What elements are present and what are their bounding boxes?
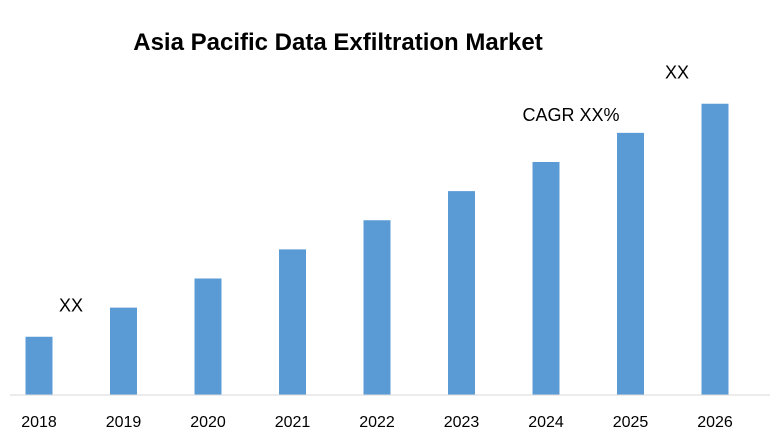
x-tick-label-2024: 2024: [528, 414, 564, 431]
x-tick-label-2025: 2025: [613, 414, 649, 431]
x-tick-label-2019: 2019: [106, 414, 142, 431]
bar-2022: [363, 220, 391, 395]
annotation-3: XX: [665, 63, 689, 83]
bar-2019: [110, 307, 137, 395]
x-tick-label-2018: 2018: [21, 414, 57, 431]
bars-layer: [25, 103, 729, 396]
x-tick-label-2020: 2020: [190, 414, 226, 431]
chart-title: Asia Pacific Data Exfiltration Market: [133, 29, 542, 56]
bar-2021: [279, 249, 306, 395]
bar-2025: [617, 132, 644, 395]
bar-2023: [448, 191, 475, 395]
annotations-layer: XX CAGR XX% XX: [59, 63, 689, 316]
x-tick-labels: 2018 2019 2020 2021 2022 2023 2024 2025 2026: [21, 414, 733, 431]
x-tick-label-2021: 2021: [275, 414, 311, 431]
x-tick-label-2023: 2023: [444, 414, 480, 431]
x-tick-label-2026: 2026: [697, 414, 733, 431]
bar-2020: [194, 278, 222, 395]
bar-2024: [532, 161, 560, 395]
bar-2018: [25, 336, 53, 395]
annotation-2: CAGR XX%: [522, 105, 619, 125]
bar-2026: [701, 103, 729, 396]
x-tick-label-2022: 2022: [359, 414, 395, 431]
annotation-1: XX: [59, 296, 83, 316]
